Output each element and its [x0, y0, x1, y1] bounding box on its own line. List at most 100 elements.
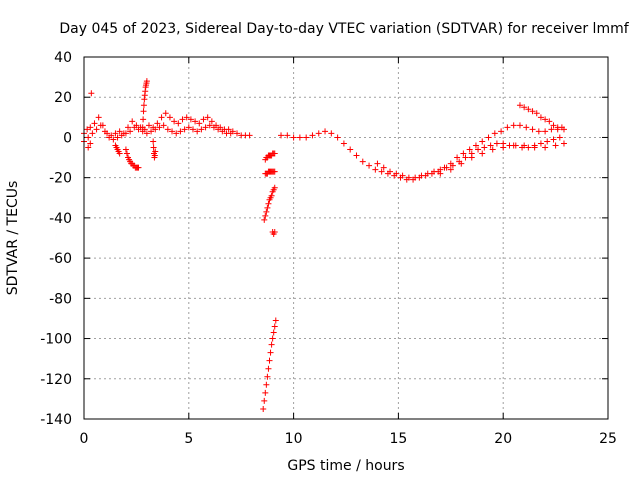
data-point: [95, 114, 102, 121]
data-point: [309, 132, 316, 139]
data-point: [399, 172, 406, 179]
data-point: [177, 128, 184, 135]
data-point: [152, 126, 159, 133]
data-point: [271, 228, 278, 235]
data-point: [380, 164, 387, 171]
data-point: [162, 110, 169, 117]
data-point: [548, 126, 555, 133]
y-tick-label: -120: [40, 372, 72, 388]
x-tick-label: 10: [285, 431, 303, 447]
data-point: [359, 158, 366, 165]
x-axis-label: GPS time / hours: [287, 458, 404, 474]
data-point: [315, 130, 322, 137]
data-point: [202, 124, 209, 131]
data-point: [140, 102, 147, 109]
data-point: [208, 118, 215, 125]
data-point: [544, 138, 551, 145]
data-point: [122, 130, 129, 137]
data-point: [110, 136, 117, 143]
data-point: [387, 168, 394, 175]
x-tick-label: 0: [80, 431, 89, 447]
data-point: [550, 122, 557, 129]
data-point: [219, 128, 226, 135]
data-point: [139, 124, 146, 131]
data-point: [148, 128, 155, 135]
data-point: [266, 357, 273, 364]
data-point: [143, 130, 150, 137]
data-point: [225, 126, 232, 133]
data-point: [204, 114, 211, 121]
data-point: [116, 128, 123, 135]
data-point: [192, 118, 199, 125]
data-point: [85, 134, 92, 141]
data-point: [303, 134, 310, 141]
data-point: [261, 216, 268, 223]
data-point: [215, 126, 222, 133]
data-point: [493, 140, 500, 147]
data-point: [118, 132, 125, 139]
data-point: [129, 118, 136, 125]
data-point: [523, 124, 530, 131]
data-point: [210, 124, 217, 131]
data-point: [510, 122, 517, 129]
data-point: [537, 114, 544, 121]
data-point: [140, 116, 147, 123]
data-point: [262, 212, 269, 219]
data-point: [472, 142, 479, 149]
data-point: [454, 154, 461, 161]
data-point: [449, 162, 456, 169]
data-point: [542, 116, 549, 123]
data-point: [265, 365, 272, 372]
data-point: [447, 166, 454, 173]
data-point: [525, 106, 532, 113]
y-tick-label: -80: [49, 291, 72, 307]
data-point: [521, 142, 528, 149]
y-tick-label: -40: [49, 211, 72, 227]
data-point: [542, 128, 549, 135]
data-point: [535, 128, 542, 135]
data-point: [366, 162, 373, 169]
data-point: [560, 140, 567, 147]
data-point: [270, 329, 277, 336]
data-point: [479, 150, 486, 157]
data-point: [125, 124, 132, 131]
data-point: [437, 170, 444, 177]
data-point: [116, 150, 123, 157]
data-point: [269, 335, 276, 342]
data-point: [466, 146, 473, 153]
data-point: [150, 138, 157, 145]
data-point: [189, 126, 196, 133]
data-point: [200, 116, 207, 123]
data-point: [529, 108, 536, 115]
data-point: [529, 126, 536, 133]
data-point: [516, 102, 523, 109]
data-point: [183, 114, 190, 121]
data-point: [114, 134, 121, 141]
data-point: [418, 172, 425, 179]
data-point: [372, 166, 379, 173]
data-point: [150, 144, 157, 151]
data-point: [106, 134, 113, 141]
data-point: [290, 134, 297, 141]
grid-lines: [84, 57, 608, 419]
data-point: [179, 116, 186, 123]
data-point: [546, 118, 553, 125]
data-point: [91, 120, 98, 127]
data-point: [166, 114, 173, 121]
data-point: [487, 142, 494, 149]
data-points: [81, 78, 567, 412]
data-point: [521, 104, 528, 111]
data-point: [87, 124, 94, 131]
data-point: [272, 317, 279, 324]
x-tick-label: 25: [599, 431, 617, 447]
data-point: [458, 160, 465, 167]
data-point: [443, 164, 450, 171]
data-point: [246, 132, 253, 139]
data-point: [271, 323, 278, 330]
plot-frame: [83, 56, 609, 420]
data-point: [271, 184, 278, 191]
data-point: [156, 124, 163, 131]
data-point: [154, 120, 161, 127]
data-point: [479, 138, 486, 145]
